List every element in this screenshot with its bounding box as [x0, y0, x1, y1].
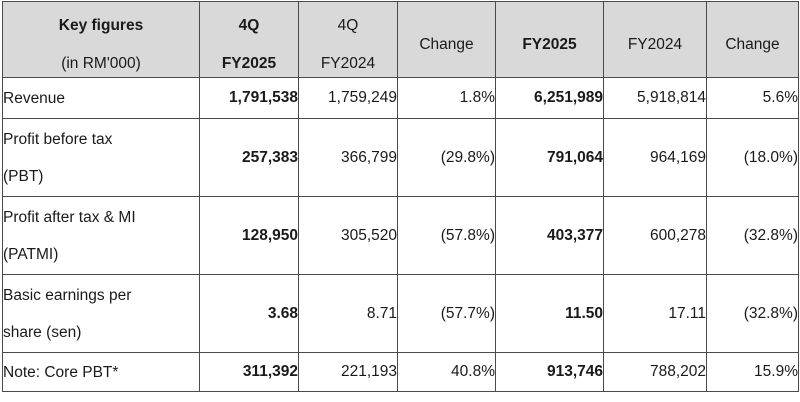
- header-fy2025: FY2025: [495, 1, 604, 78]
- cell-fy2025: 791,064: [495, 118, 604, 197]
- header-fy2025-label: FY2025: [522, 36, 577, 53]
- cell-4q-fy2025: 1,791,538: [199, 77, 299, 119]
- row-label-line2: share (sen): [3, 323, 82, 341]
- cell-4q-fy2025: 257,383: [199, 118, 299, 197]
- header-4q-fy2024: 4Q FY2024: [298, 1, 398, 78]
- cell-fy2025: 6,251,989: [495, 77, 604, 119]
- row-label-line1: Note: Core PBT*: [3, 363, 119, 381]
- cell-4q-fy2024: 221,193: [298, 352, 398, 392]
- row-label-line1: Basic earnings per: [3, 286, 132, 304]
- cell-fy2025: 11.50: [495, 274, 604, 353]
- cell-fy2024: 17.11: [603, 274, 707, 353]
- header-change-quarter-label: Change: [419, 36, 474, 53]
- cell-change-quarter: 1.8%: [397, 77, 496, 119]
- header-change-year-label: Change: [725, 36, 780, 53]
- header-4q-fy2024-line2: FY2024: [320, 55, 376, 72]
- cell-change-year: 5.6%: [706, 77, 799, 119]
- cell-4q-fy2025: 128,950: [199, 196, 299, 275]
- cell-fy2025: 913,746: [495, 352, 604, 392]
- table-row-pbt: Profit before tax (PBT) 257,383 366,799 …: [2, 118, 799, 197]
- header-4q-fy2024-line1: 4Q: [337, 17, 359, 34]
- header-4q-fy2025-line2: FY2025: [221, 55, 277, 72]
- row-label: Note: Core PBT*: [2, 352, 200, 392]
- table-row-patmi: Profit after tax & MI (PATMI) 128,950 30…: [2, 196, 799, 275]
- cell-4q-fy2024: 8.71: [298, 274, 398, 353]
- cell-change-quarter: (29.8%): [397, 118, 496, 197]
- row-label: Revenue: [2, 77, 200, 119]
- cell-change-year: (32.8%): [706, 196, 799, 275]
- table-row-revenue: Revenue 1,791,538 1,759,249 1.8% 6,251,9…: [2, 77, 799, 119]
- row-label: Basic earnings per share (sen): [2, 274, 200, 353]
- row-label-line2: (PATMI): [3, 245, 59, 263]
- cell-4q-fy2025: 3.68: [199, 274, 299, 353]
- row-label-line1: Profit after tax & MI: [3, 208, 136, 226]
- row-label: Profit after tax & MI (PATMI): [2, 196, 200, 275]
- cell-change-quarter: (57.8%): [397, 196, 496, 275]
- cell-change-quarter: 40.8%: [397, 352, 496, 392]
- row-label-line1: Profit before tax: [3, 130, 113, 148]
- cell-fy2024: 788,202: [603, 352, 707, 392]
- header-key-figures: Key figures (in RM'000): [2, 1, 200, 78]
- header-row: Key figures (in RM'000) 4Q FY2025 4Q FY2…: [2, 1, 799, 78]
- header-key-figures-title: Key figures: [58, 17, 144, 34]
- row-label: Profit before tax (PBT): [2, 118, 200, 197]
- row-label-line2: (PBT): [3, 167, 44, 185]
- header-change-quarter: Change: [397, 1, 496, 78]
- cell-fy2024: 600,278: [603, 196, 707, 275]
- header-4q-fy2025-line1: 4Q: [238, 17, 260, 34]
- cell-change-year: (18.0%): [706, 118, 799, 197]
- cell-fy2024: 964,169: [603, 118, 707, 197]
- header-key-figures-unit: (in RM'000): [61, 55, 141, 72]
- cell-change-year: 15.9%: [706, 352, 799, 392]
- cell-4q-fy2025: 311,392: [199, 352, 299, 392]
- row-label-line1: Revenue: [3, 89, 66, 107]
- table-row-basic-eps: Basic earnings per share (sen) 3.68 8.71…: [2, 274, 799, 353]
- header-fy2024-label: FY2024: [627, 36, 683, 53]
- cell-fy2025: 403,377: [495, 196, 604, 275]
- header-change-year: Change: [706, 1, 799, 78]
- key-figures-table: Key figures (in RM'000) 4Q FY2025 4Q FY2…: [2, 1, 799, 392]
- cell-change-quarter: (57.7%): [397, 274, 496, 353]
- cell-4q-fy2024: 366,799: [298, 118, 398, 197]
- cell-change-year: (32.8%): [706, 274, 799, 353]
- header-fy2024: FY2024: [603, 1, 707, 78]
- table-row-core-pbt: Note: Core PBT* 311,392 221,193 40.8% 91…: [2, 352, 799, 392]
- header-4q-fy2025: 4Q FY2025: [199, 1, 299, 78]
- cell-4q-fy2024: 305,520: [298, 196, 398, 275]
- cell-4q-fy2024: 1,759,249: [298, 77, 398, 119]
- cell-fy2024: 5,918,814: [603, 77, 707, 119]
